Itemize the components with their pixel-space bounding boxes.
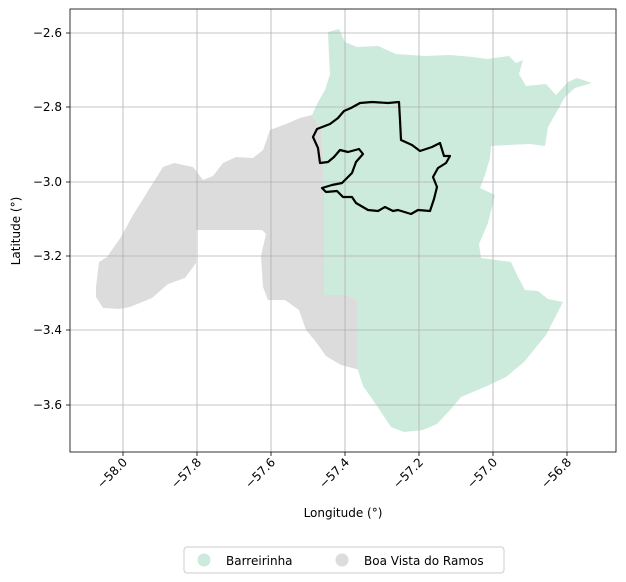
y-tick-marks <box>66 32 70 406</box>
region-barreirinha <box>312 29 592 432</box>
y-tick-label: −2.8 <box>33 100 62 114</box>
legend-label-boa-vista-do-ramos: Boa Vista do Ramos <box>364 554 484 568</box>
x-tick-label: −57.8 <box>168 455 204 491</box>
x-tick-label: −57.0 <box>464 455 500 491</box>
outline-boundary <box>311 100 452 216</box>
axes-frame <box>69 8 617 453</box>
y-tick-labels: −2.6 −2.8 −3.0 −3.2 −3.4 −3.6 <box>33 26 62 412</box>
x-tick-label: −57.2 <box>390 455 426 491</box>
x-axis-title: Longitude (°) <box>304 506 383 520</box>
legend: Barreirinha Boa Vista do Ramos <box>183 546 505 574</box>
y-axis-title: Latitude (°) <box>9 197 23 266</box>
x-tick-label: −57.6 <box>242 455 278 491</box>
y-tick-label: −3.4 <box>33 323 62 337</box>
x-tick-label: −58.0 <box>94 455 130 491</box>
y-tick-label: −3.0 <box>33 175 62 189</box>
legend-marker-barreirinha <box>197 553 211 567</box>
region-boa-vista-do-ramos <box>96 115 360 370</box>
y-tick-label: −3.2 <box>33 249 62 263</box>
x-tick-label: −57.4 <box>316 455 352 491</box>
x-tick-labels: −58.0 −57.8 −57.6 −57.4 −57.2 −57.0 −56.… <box>94 455 574 491</box>
x-tick-label: −56.8 <box>538 455 574 491</box>
x-tick-marks <box>122 452 568 456</box>
legend-marker-boa-vista-do-ramos <box>335 553 349 567</box>
legend-label-barreirinha: Barreirinha <box>226 554 293 568</box>
y-tick-label: −2.6 <box>33 26 62 40</box>
y-tick-label: −3.6 <box>33 398 62 412</box>
grid <box>70 9 616 452</box>
